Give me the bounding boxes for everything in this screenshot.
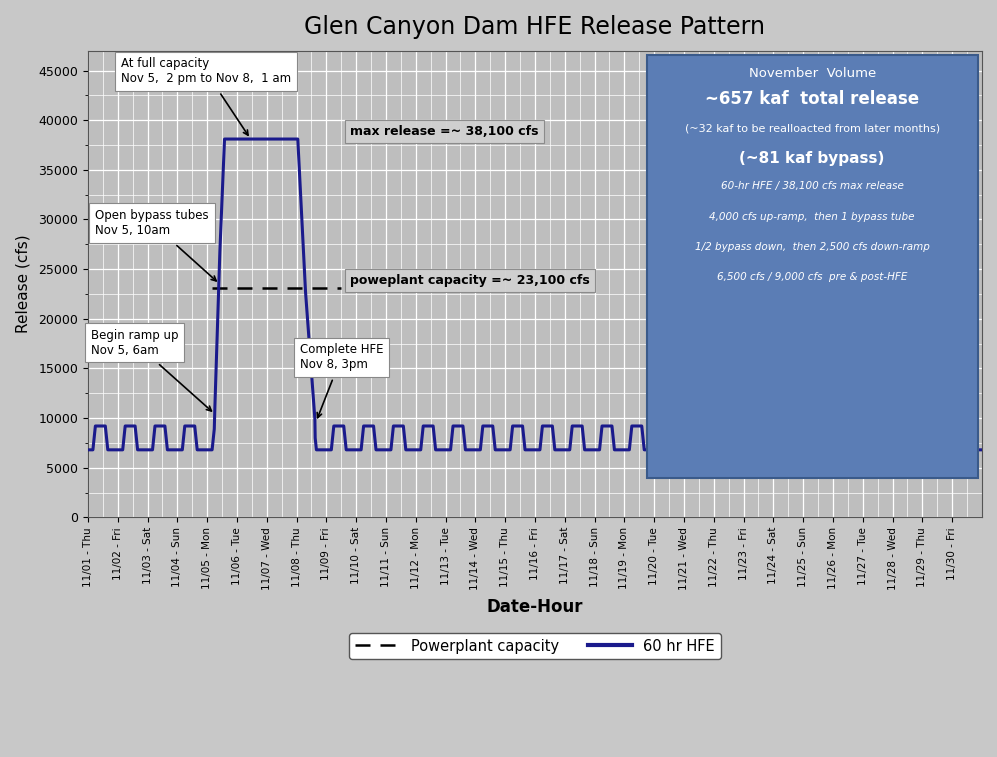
Text: Complete HFE
Nov 8, 3pm: Complete HFE Nov 8, 3pm: [299, 344, 383, 418]
Text: 4,000 cfs up-ramp,  then 1 bypass tube: 4,000 cfs up-ramp, then 1 bypass tube: [710, 212, 915, 222]
Text: 1/2 bypass down,  then 2,500 cfs down-ramp: 1/2 bypass down, then 2,500 cfs down-ram…: [695, 242, 929, 252]
Text: November  Volume: November Volume: [749, 67, 875, 80]
Text: max release =~ 38,100 cfs: max release =~ 38,100 cfs: [350, 125, 538, 138]
Y-axis label: Release (cfs): Release (cfs): [15, 235, 30, 333]
Text: Open bypass tubes
Nov 5, 10am: Open bypass tubes Nov 5, 10am: [96, 210, 216, 281]
Text: At full capacity
Nov 5,  2 pm to Nov 8,  1 am: At full capacity Nov 5, 2 pm to Nov 8, 1…: [121, 58, 291, 136]
Legend: Powerplant capacity, 60 hr HFE: Powerplant capacity, 60 hr HFE: [349, 633, 721, 659]
Title: Glen Canyon Dam HFE Release Pattern: Glen Canyon Dam HFE Release Pattern: [304, 15, 766, 39]
X-axis label: Date-Hour: Date-Hour: [487, 598, 583, 616]
Text: (~81 kaf bypass): (~81 kaf bypass): [740, 151, 884, 166]
Text: Begin ramp up
Nov 5, 6am: Begin ramp up Nov 5, 6am: [91, 329, 211, 411]
Text: poweplant capacity =~ 23,100 cfs: poweplant capacity =~ 23,100 cfs: [350, 274, 590, 287]
Text: ~657 kaf  total release: ~657 kaf total release: [705, 90, 919, 108]
FancyBboxPatch shape: [647, 55, 977, 478]
Text: (~32 kaf to be realloacted from later months): (~32 kaf to be realloacted from later mo…: [685, 123, 940, 133]
Text: 60-hr HFE / 38,100 cfs max release: 60-hr HFE / 38,100 cfs max release: [721, 182, 903, 192]
Text: 6,500 cfs / 9,000 cfs  pre & post-HFE: 6,500 cfs / 9,000 cfs pre & post-HFE: [717, 273, 907, 282]
